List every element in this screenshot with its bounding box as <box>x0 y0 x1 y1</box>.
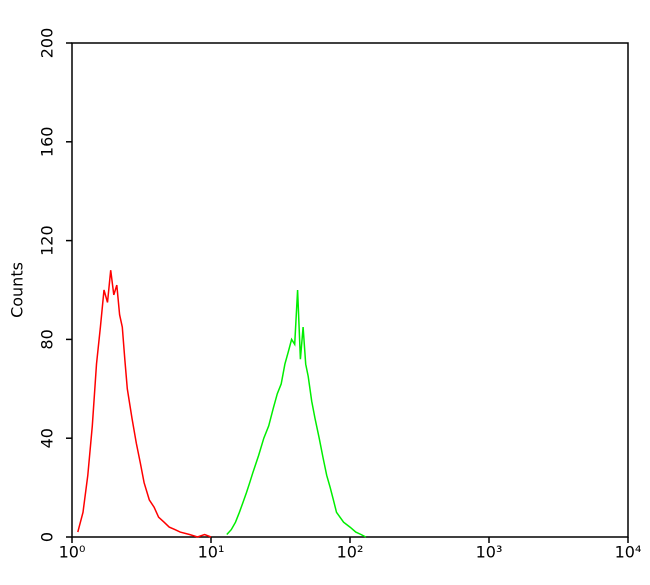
y-tick-label: 80 <box>38 329 57 349</box>
x-tick-label: 10³ <box>476 543 503 562</box>
y-axis-label: Counts <box>8 262 27 318</box>
x-tick-label: 10⁰ <box>59 543 86 562</box>
histogram-line <box>77 270 212 538</box>
y-tick-label: 120 <box>38 225 57 256</box>
y-tick-label: 160 <box>38 127 57 158</box>
x-tick-label: 10¹ <box>198 543 225 562</box>
x-tick-label: 10² <box>337 543 364 562</box>
plot-frame <box>71 42 629 538</box>
y-tick-label: 40 <box>38 428 57 448</box>
histogram-line <box>226 289 367 538</box>
y-tick-label: 200 <box>38 28 57 59</box>
y-tick-label: 0 <box>38 532 57 542</box>
x-tick-label: 10⁴ <box>615 543 642 562</box>
